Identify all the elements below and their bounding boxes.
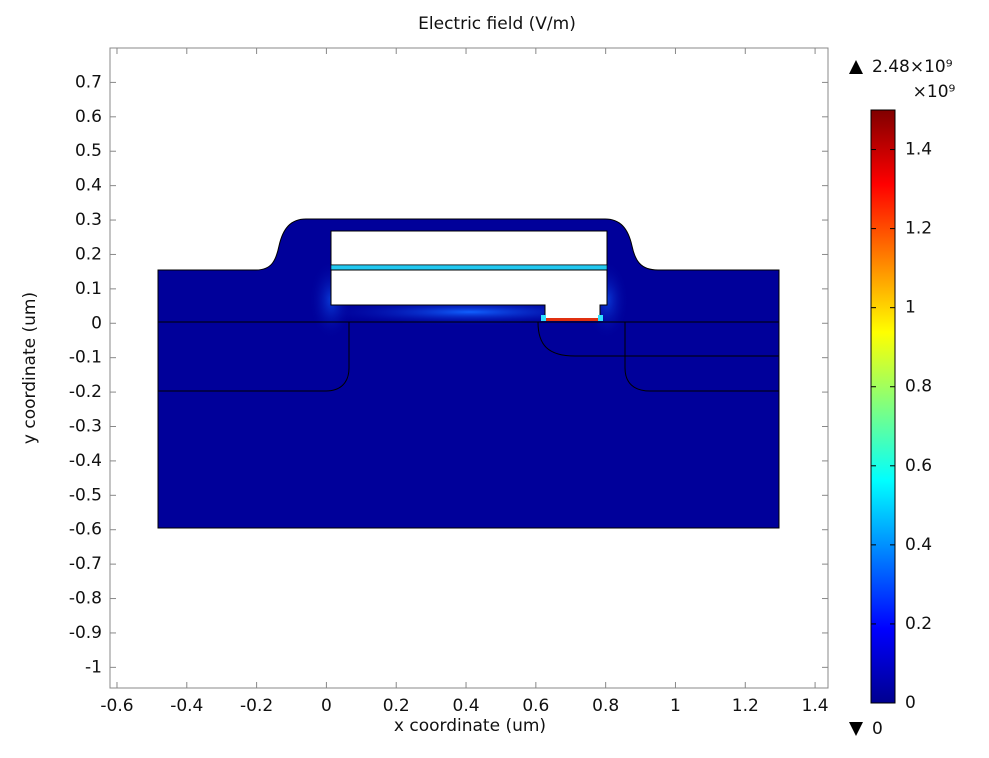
source-region <box>158 322 350 392</box>
max-marker <box>849 60 863 74</box>
y-tick-label: -0.5 <box>69 485 102 505</box>
y-tick-label: -0.2 <box>69 382 102 402</box>
colorbar <box>870 109 896 704</box>
colorbar-multiplier: ×10⁹ <box>913 82 956 102</box>
y-tick-label: 0.1 <box>75 279 102 299</box>
x-tick-label: -0.4 <box>170 696 203 716</box>
y-tick-label: -0.8 <box>69 589 102 609</box>
x-tick-label: 0.2 <box>383 696 410 716</box>
y-tick-label: -0.1 <box>69 348 102 368</box>
y-tick-label: -1 <box>85 657 102 677</box>
min-label: 0 <box>872 719 883 739</box>
y-tick-label: 0.7 <box>75 72 102 92</box>
colorbar-tick-label: 0 <box>905 693 916 713</box>
x-tick-label: 1 <box>670 696 681 716</box>
y-tick-label: 0.5 <box>75 141 102 161</box>
x-tick-label: 0.8 <box>592 696 619 716</box>
y-tick-label: -0.6 <box>69 520 102 540</box>
colorbar-tick-label: 0.8 <box>905 377 932 397</box>
x-tick-label: 0 <box>321 696 332 716</box>
colorbar-tick-label: 1.4 <box>905 140 932 160</box>
ldd-region <box>537 321 779 357</box>
y-tick-label: 0.4 <box>75 176 102 196</box>
min-marker <box>849 722 863 736</box>
hot-edge <box>598 315 603 321</box>
y-tick-label: -0.9 <box>69 623 102 643</box>
colorbar-tick-label: 1 <box>905 298 916 318</box>
hot-edge <box>541 315 546 321</box>
y-tick-label: 0 <box>91 313 102 333</box>
x-tick-label: -0.2 <box>240 696 273 716</box>
y-tick-label: 0.2 <box>75 244 102 264</box>
x-tick-label: 1.2 <box>732 696 759 716</box>
drain-region <box>624 322 779 392</box>
hot-spot <box>545 318 600 321</box>
chart-title: Electric field (V/m) <box>418 14 576 34</box>
device <box>157 218 780 529</box>
x-tick-label: 1.4 <box>802 696 829 716</box>
x-tick-label: -0.6 <box>100 696 133 716</box>
y-tick-label: -0.7 <box>69 554 102 574</box>
colorbar-tick-label: 1.2 <box>905 219 932 239</box>
oxide-top <box>330 230 608 266</box>
y-tick-label: -0.4 <box>69 451 102 471</box>
y-tick-label: -0.3 <box>69 416 102 436</box>
x-tick-label: 0.6 <box>522 696 549 716</box>
colorbar-tick-label: 0.2 <box>905 614 932 634</box>
colorbar-tick-label: 0.6 <box>905 456 932 476</box>
y-tick-label: 0.3 <box>75 210 102 230</box>
y-tick-label: 0.6 <box>75 107 102 127</box>
max-label: 2.48×10⁹ <box>872 57 953 77</box>
y-axis-label: y coordinate (um) <box>20 292 40 444</box>
tunnel-layer <box>330 264 608 271</box>
x-axis-label: x coordinate (um) <box>394 716 546 736</box>
x-tick-label: 0.4 <box>453 696 480 716</box>
colorbar-tick-label: 0.4 <box>905 535 932 555</box>
